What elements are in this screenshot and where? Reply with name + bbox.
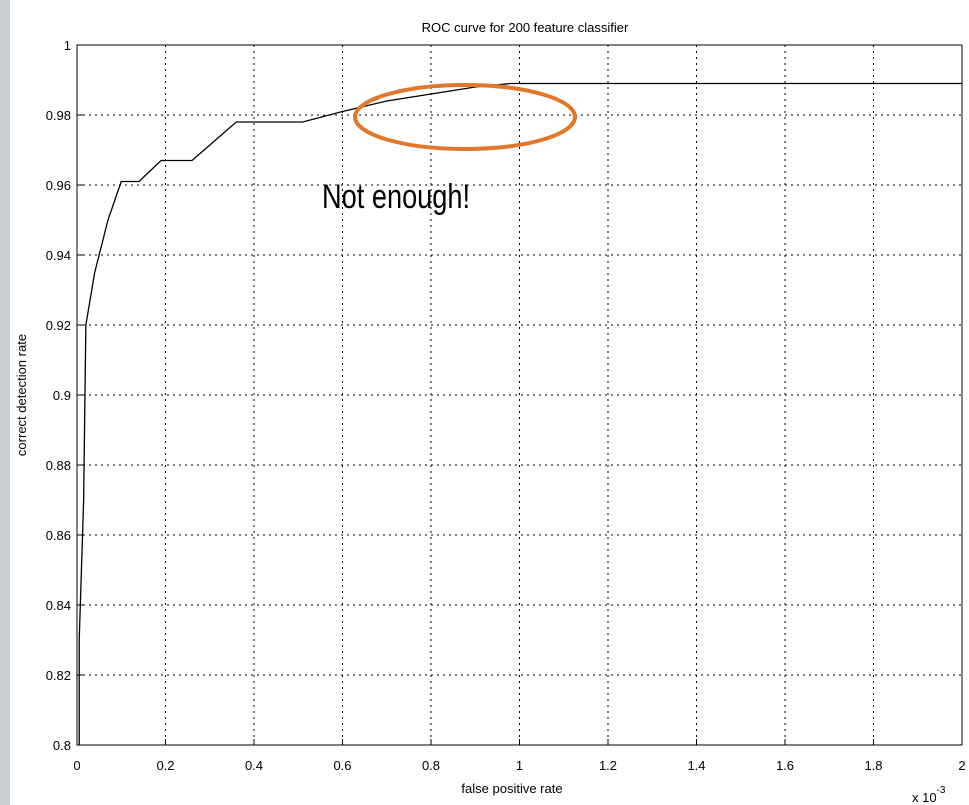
x-tick-label: 2 <box>958 758 965 773</box>
x-tick-label: 0.4 <box>245 758 263 773</box>
x-scale-exponent: -3 <box>937 785 946 796</box>
x-tick-label: 0.6 <box>333 758 351 773</box>
y-tick-label: 0.92 <box>46 318 71 333</box>
axes-box <box>76 44 963 746</box>
x-tick-label: 1.8 <box>864 758 882 773</box>
x-axis-label: false positive rate <box>461 781 562 796</box>
x-tick-label: 1.6 <box>776 758 794 773</box>
x-tick-label: 1 <box>516 758 523 773</box>
x-tick-label: 1.4 <box>687 758 705 773</box>
chart-title: ROC curve for 200 feature classifier <box>422 20 629 35</box>
highlight-ellipse <box>353 83 577 151</box>
y-tick-label: 0.94 <box>46 248 71 263</box>
y-tick-label: 0.9 <box>53 388 71 403</box>
y-tick-label: 0.84 <box>46 598 71 613</box>
x-scale-label: x 10-3 <box>912 785 946 805</box>
background-strip <box>0 0 10 805</box>
roc-line <box>78 82 962 745</box>
x-scale-base: x 10 <box>912 790 937 805</box>
x-tick-label: 1.2 <box>599 758 617 773</box>
y-tick-label: 0.96 <box>46 178 71 193</box>
annotation: Not enough! <box>322 177 470 216</box>
y-tick-label: 0.8 <box>53 738 71 753</box>
y-tick-label: 0.82 <box>46 668 71 683</box>
plot-area: 0.80.820.840.860.880.90.920.940.960.9810… <box>46 38 966 773</box>
x-tick-label: 0 <box>73 758 80 773</box>
y-axis-label: correct detection rate <box>14 334 29 456</box>
y-tick-label: 0.88 <box>46 458 71 473</box>
x-tick-label: 0.2 <box>156 758 174 773</box>
x-tick-label: 0.8 <box>422 758 440 773</box>
y-tick-label: 0.98 <box>46 108 71 123</box>
y-tick-label: 1 <box>64 38 71 53</box>
y-tick-label: 0.86 <box>46 528 71 543</box>
